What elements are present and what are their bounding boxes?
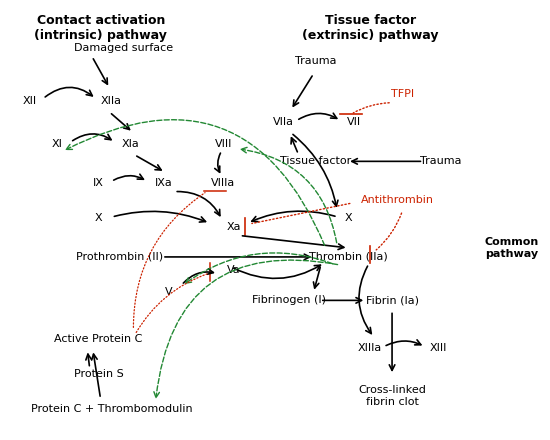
- Text: Active Protein C: Active Protein C: [54, 334, 142, 345]
- Text: Trauma: Trauma: [295, 56, 337, 66]
- Text: Common
pathway: Common pathway: [485, 238, 539, 259]
- Text: XIII: XIII: [430, 343, 447, 353]
- Text: VIII: VIII: [214, 139, 232, 149]
- Text: Trauma: Trauma: [420, 156, 462, 166]
- Text: XIIa: XIIa: [101, 95, 122, 106]
- Text: XII: XII: [23, 95, 37, 106]
- Text: Antithrombin: Antithrombin: [361, 195, 434, 205]
- Text: Contact activation
(intrinsic) pathway: Contact activation (intrinsic) pathway: [34, 14, 167, 42]
- Text: VII: VII: [347, 117, 361, 127]
- Text: Va: Va: [227, 265, 241, 275]
- Text: VIIIa: VIIIa: [211, 178, 235, 188]
- Text: Cross-linked
fibrin clot: Cross-linked fibrin clot: [358, 385, 426, 407]
- Text: Protein C + Thrombomodulin: Protein C + Thrombomodulin: [31, 404, 192, 414]
- Text: Prothrombin (II): Prothrombin (II): [76, 252, 163, 262]
- Text: IXa: IXa: [155, 178, 172, 188]
- Text: XI: XI: [52, 139, 63, 149]
- Text: Tissue factor: Tissue factor: [280, 156, 351, 166]
- Text: IX: IX: [92, 178, 103, 188]
- Text: Damaged surface: Damaged surface: [74, 44, 173, 53]
- Text: Thrombin (IIa): Thrombin (IIa): [309, 252, 388, 262]
- Text: VIIa: VIIa: [273, 117, 294, 127]
- Text: V: V: [165, 287, 173, 297]
- Text: XIa: XIa: [122, 139, 140, 149]
- Text: Fibrin (Ia): Fibrin (Ia): [366, 295, 419, 305]
- Text: XIIIa: XIIIa: [358, 343, 382, 353]
- Text: TFPI: TFPI: [392, 89, 415, 99]
- Text: Tissue factor
(extrinsic) pathway: Tissue factor (extrinsic) pathway: [302, 14, 438, 42]
- Text: Protein S: Protein S: [74, 369, 123, 379]
- Text: Fibrinogen (I): Fibrinogen (I): [251, 295, 326, 305]
- Text: Xa: Xa: [227, 221, 241, 231]
- Text: X: X: [94, 213, 102, 223]
- Text: X: X: [345, 213, 353, 223]
